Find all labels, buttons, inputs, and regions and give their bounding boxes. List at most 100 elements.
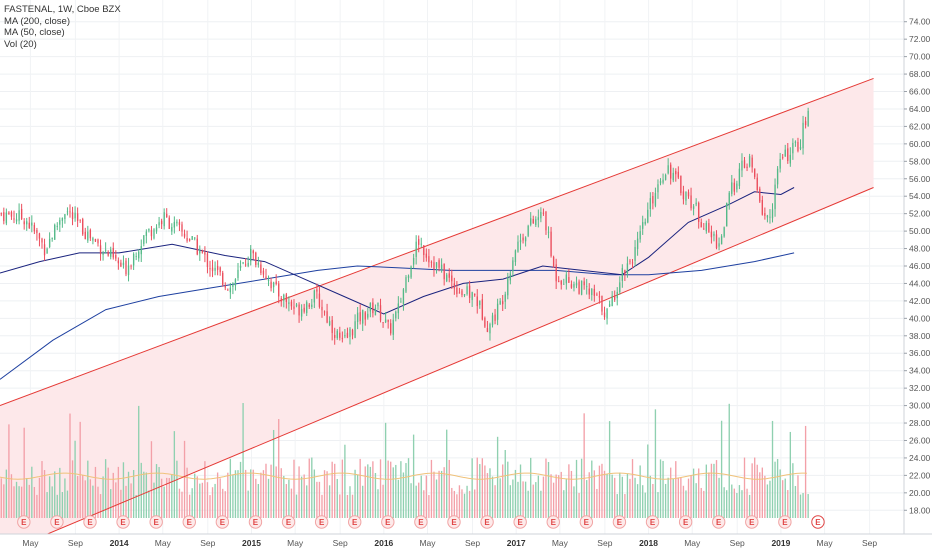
earnings-marker[interactable]: E — [778, 515, 792, 529]
earnings-marker[interactable]: E — [811, 515, 825, 529]
earnings-marker[interactable]: E — [116, 515, 130, 529]
earnings-marker[interactable]: E — [546, 515, 560, 529]
volume-bar — [64, 478, 66, 518]
candle-body — [601, 295, 603, 312]
earnings-marker[interactable]: E — [447, 515, 461, 529]
candle-body — [654, 193, 657, 206]
channel-upper-line[interactable] — [0, 77, 874, 407]
earnings-marker[interactable]: E — [645, 515, 660, 529]
candle-body — [140, 246, 142, 255]
candle-body — [453, 283, 456, 289]
candle-body — [794, 141, 797, 143]
volume-bar — [209, 495, 211, 518]
earnings-marker[interactable]: E — [83, 515, 97, 529]
earnings-marker[interactable]: E — [248, 515, 263, 529]
earnings-marker[interactable]: E — [17, 515, 31, 529]
volume-bar — [367, 464, 369, 518]
earnings-marker[interactable]: E — [678, 515, 693, 529]
volume-bar — [66, 490, 69, 518]
volume-bar — [48, 476, 51, 518]
candle-body — [598, 296, 601, 298]
candle-body — [66, 211, 69, 213]
channel-lower-line[interactable] — [0, 187, 874, 550]
earnings-marker-label: E — [815, 518, 821, 527]
earnings-marker[interactable]: E — [711, 515, 726, 529]
candle-body — [232, 283, 234, 287]
volume-bar — [163, 486, 165, 518]
candle-body — [168, 217, 170, 230]
volume-bar — [407, 458, 410, 518]
candle-body — [219, 267, 221, 273]
volume-bar — [438, 470, 440, 518]
volume-bar — [659, 459, 662, 518]
earnings-marker[interactable]: E — [348, 515, 362, 529]
y-tick-label: 44.00 — [909, 278, 931, 288]
candle-body — [313, 290, 316, 303]
volume-bar — [201, 482, 204, 518]
time-axis[interactable]: May Sep 2014 May Sep 2015 May Sep 2016 May Sep 2017… — [22, 538, 877, 548]
earnings-marker[interactable]: E — [281, 515, 296, 529]
candle-body — [13, 218, 15, 220]
volume-bar — [700, 487, 702, 518]
candle-body — [759, 188, 761, 202]
y-tick-label: 38.00 — [909, 331, 931, 341]
ma200-label[interactable]: MA (200, close) — [4, 15, 70, 27]
candle-body — [797, 141, 799, 152]
earnings-marker[interactable]: E — [513, 515, 527, 529]
volume-bar — [140, 462, 142, 518]
volume-bar — [92, 485, 94, 518]
earnings-marker[interactable]: E — [612, 515, 627, 529]
earnings-marker[interactable]: E — [182, 515, 196, 529]
volume-bar — [481, 458, 484, 518]
earnings-marker-label: E — [21, 518, 27, 527]
earnings-marker[interactable]: E — [149, 515, 163, 529]
earnings-marker[interactable]: E — [480, 515, 494, 529]
y-tick-label: 24.00 — [909, 453, 931, 463]
candle-body — [631, 262, 634, 264]
candle-body — [733, 182, 736, 192]
price-axis[interactable]: 74.00 72.00 70.00 68.00 66.00 64.00 62.00 60.00… — [904, 17, 931, 516]
volume-bar — [629, 478, 631, 518]
volume-bar — [509, 485, 512, 518]
candle-body — [555, 264, 557, 282]
earnings-marker[interactable]: E — [414, 515, 428, 529]
earnings-marker[interactable]: E — [314, 515, 329, 529]
candle-body — [262, 270, 265, 275]
volume-bar — [535, 482, 537, 518]
volume-bar — [171, 474, 173, 518]
volume-bar — [746, 488, 748, 518]
candle-body — [535, 219, 537, 225]
ma50-label[interactable]: MA (50, close) — [4, 27, 65, 38]
volume-bar — [250, 469, 252, 518]
volume-label[interactable]: Vol (20) — [4, 38, 37, 50]
volume-bar — [313, 469, 316, 518]
x-tick-label: Sep — [730, 538, 745, 548]
candle-body — [802, 122, 804, 149]
y-tick-label: 30.00 — [909, 401, 931, 411]
volume-bar — [486, 473, 489, 518]
earnings-marker[interactable]: E — [579, 515, 594, 529]
volume-bar — [692, 468, 695, 518]
volume-bar — [0, 478, 2, 518]
candle-body — [438, 260, 440, 268]
earnings-marker[interactable]: E — [381, 515, 395, 529]
candle-body — [685, 191, 687, 201]
candle-body — [229, 287, 232, 293]
earnings-marker[interactable]: E — [215, 515, 230, 529]
volume-bar — [31, 466, 33, 518]
volume-bar — [112, 472, 114, 518]
volume-bar — [410, 483, 412, 518]
candle-body — [560, 280, 562, 285]
volume-bar — [751, 463, 753, 518]
symbol-title[interactable]: FASTENAL, 1W, Cboe BZX — [4, 4, 121, 15]
candle-body — [227, 289, 229, 291]
earnings-marker[interactable]: E — [745, 515, 759, 529]
earnings-marker[interactable]: E — [50, 515, 64, 529]
volume-bar — [239, 461, 242, 518]
candle-body — [675, 171, 677, 175]
volume-bar — [166, 477, 168, 518]
candle-body — [629, 260, 631, 262]
volume-bar — [743, 457, 746, 518]
